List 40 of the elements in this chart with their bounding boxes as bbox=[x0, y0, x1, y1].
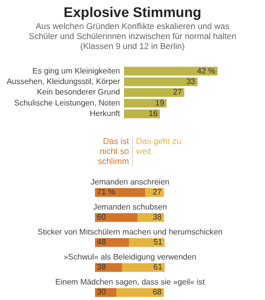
data-label: 51 bbox=[153, 238, 163, 247]
y-tick-label: Kein besonderer Grund bbox=[36, 88, 120, 97]
y-tick-label: Herkunft bbox=[90, 109, 121, 118]
data-label: 30 bbox=[97, 288, 106, 297]
data-label: 68 bbox=[152, 288, 162, 297]
y-tick-label: Aussehen, Kleidungsstil, Körper bbox=[6, 77, 120, 86]
text: Das ist nicht so schlimm bbox=[96, 136, 130, 166]
data-label: 38 bbox=[97, 262, 106, 272]
data-label: 27 bbox=[173, 88, 182, 97]
text: Das geht zu weit bbox=[132, 136, 185, 166]
data-label: 60 bbox=[97, 212, 106, 222]
y-tick-label: Jemanden anschreien bbox=[90, 178, 170, 187]
data-label: 16 bbox=[148, 109, 158, 118]
data-label: 48 bbox=[97, 238, 106, 247]
y-tick-label: Es ging um Kleinigkeiten bbox=[32, 66, 120, 76]
y-tick-label: Schulische Leistungen, Noten bbox=[14, 98, 120, 108]
data-label: 71 % bbox=[97, 188, 116, 197]
y-tick-label: Sticker von Mitschülern machen und herumschicken bbox=[38, 228, 222, 237]
bar bbox=[116, 288, 164, 297]
bar bbox=[95, 213, 138, 222]
data-label: 38 bbox=[152, 212, 162, 222]
data-label: 19 bbox=[155, 98, 165, 108]
bar bbox=[124, 77, 198, 86]
y-tick-label: Einem Mädchen sagen, dass sie »geil« ist bbox=[55, 278, 206, 287]
bar bbox=[124, 66, 218, 76]
bar bbox=[128, 238, 165, 247]
bar bbox=[95, 238, 129, 247]
data-label: 27 bbox=[152, 188, 162, 197]
bar bbox=[124, 98, 167, 108]
data-label: 33 bbox=[186, 77, 196, 86]
y-tick-label: Jemanden schubsen bbox=[93, 202, 167, 212]
bar bbox=[124, 110, 160, 118]
bar bbox=[121, 263, 165, 272]
data-label: 61 bbox=[153, 262, 163, 272]
chart-subtitle: Aus welchen Gründen Konflikte eskalieren und was Schüler und Schülerinnen inzwischen für normal halten (Klassen 9 und 12 in Berlin) bbox=[28, 20, 238, 53]
bar bbox=[95, 188, 146, 197]
chart-title: Explosive Stimmung bbox=[62, 4, 202, 20]
bar bbox=[124, 88, 184, 97]
data-label: 42 % bbox=[197, 66, 216, 76]
y-tick-label: »Schwul« als Beleidigung verwenden bbox=[64, 252, 196, 262]
